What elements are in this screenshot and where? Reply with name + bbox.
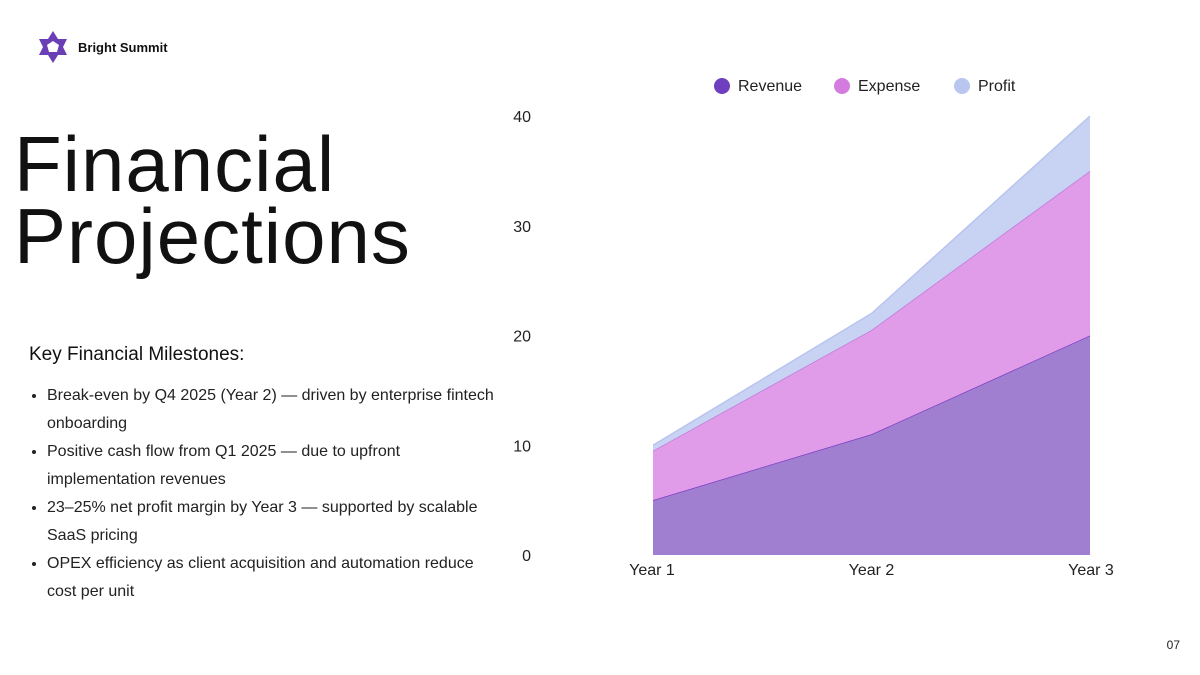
y-tick-label: 20 [513, 329, 531, 346]
y-tick-label: 30 [513, 219, 531, 236]
legend-label: Revenue [738, 78, 802, 95]
y-tick-label: 40 [513, 109, 531, 126]
brand-name: Bright Summit [78, 39, 168, 55]
area-revenue [653, 335, 1090, 555]
x-tick-label: Year 2 [849, 562, 895, 579]
list-item: 23–25% net profit margin by Year 3 — sup… [47, 494, 507, 550]
x-tick-label: Year 1 [629, 562, 675, 579]
legend-marker-expense [834, 78, 850, 94]
legend-marker-revenue [714, 78, 730, 94]
area-expense [653, 170, 1090, 501]
page-title: Financial Projections [14, 125, 411, 275]
line-profit [652, 115, 1091, 446]
list-item: Break-even by Q4 2025 (Year 2) — driven … [47, 382, 507, 438]
y-tick-label: 0 [522, 548, 531, 565]
title-line: Financial [14, 120, 336, 208]
y-tick-label: 10 [513, 438, 531, 455]
list-item: OPEX efficiency as client acquisition an… [47, 550, 507, 606]
legend-label: Profit [978, 78, 1016, 95]
x-tick-label: Year 3 [1068, 562, 1114, 579]
list-item: Positive cash flow from Q1 2025 — due to… [47, 438, 507, 494]
star-logo-icon [39, 31, 67, 63]
brand-logo: Bright Summit [38, 31, 168, 63]
legend-label: Expense [858, 78, 920, 95]
title-line: Projections [14, 192, 411, 280]
legend-marker-profit [954, 78, 970, 94]
milestones-heading: Key Financial Milestones: [29, 344, 245, 365]
milestones-list: Break-even by Q4 2025 (Year 2) — driven … [28, 382, 507, 606]
page-number: 07 [1166, 638, 1180, 652]
